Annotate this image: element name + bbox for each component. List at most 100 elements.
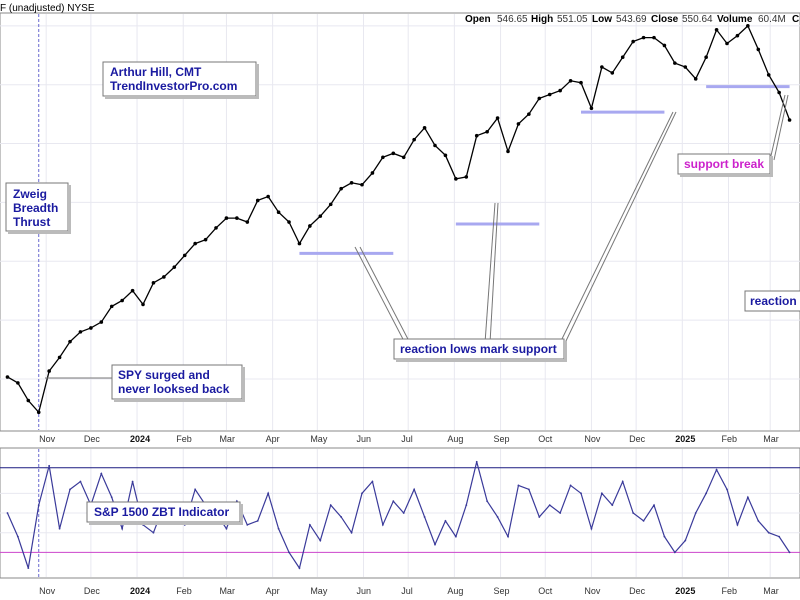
price-point bbox=[537, 96, 542, 101]
indicator-point bbox=[444, 519, 447, 522]
pointer-reaction-2 bbox=[484, 202, 496, 344]
price-point bbox=[516, 122, 521, 126]
indicator-point bbox=[726, 488, 728, 491]
price-point bbox=[474, 133, 479, 138]
reaction-cut-box: reaction bbox=[744, 290, 800, 312]
chart-header: F (unadjusted) NYSE Open 546.65 High 551… bbox=[0, 3, 799, 25]
indicator-point bbox=[402, 512, 405, 514]
price-point bbox=[495, 116, 500, 120]
indicator-point bbox=[288, 551, 290, 554]
price-point bbox=[26, 398, 31, 403]
indicator-point bbox=[527, 488, 530, 491]
price-point bbox=[89, 326, 93, 330]
indicator-point bbox=[621, 480, 624, 483]
x-tick-label: Nov bbox=[39, 434, 56, 444]
indicator-point bbox=[381, 523, 384, 526]
zweig-line-3: Thrust bbox=[13, 215, 50, 229]
price-point bbox=[57, 355, 62, 360]
price-point bbox=[693, 77, 698, 81]
price-point bbox=[193, 241, 197, 246]
price-point bbox=[99, 320, 104, 324]
x-tick-label: Jul bbox=[401, 586, 413, 596]
price-point bbox=[276, 210, 281, 215]
indicator-point bbox=[757, 519, 760, 522]
x-tick-label: Jul bbox=[401, 434, 413, 444]
x-tick-label: Feb bbox=[721, 586, 737, 596]
price-point bbox=[589, 106, 594, 111]
price-series bbox=[5, 24, 792, 415]
indicator-point bbox=[475, 460, 478, 463]
x-tick-label: Dec bbox=[629, 434, 646, 444]
x-tick-label: May bbox=[310, 434, 328, 444]
price-point bbox=[214, 226, 218, 230]
reaction-lows-label: reaction lows mark support bbox=[400, 342, 557, 356]
indicator-point bbox=[329, 504, 332, 507]
spy-line-1: SPY surged and bbox=[118, 368, 210, 382]
indicator-point bbox=[16, 535, 19, 538]
indicator-point bbox=[788, 551, 791, 554]
indicator-point bbox=[27, 567, 30, 570]
price-point bbox=[620, 55, 625, 60]
x-tick-label: Sep bbox=[494, 586, 510, 596]
zweig-line-2: Breadth bbox=[13, 201, 58, 215]
indicator-point bbox=[600, 492, 603, 495]
price-point bbox=[631, 39, 635, 44]
indicator-point bbox=[48, 464, 51, 467]
price-point bbox=[235, 216, 239, 220]
callout-pointers bbox=[45, 94, 789, 379]
indicator-point bbox=[663, 535, 666, 538]
spy-line-2: never looksed back bbox=[118, 382, 230, 396]
pointer-reaction-2b bbox=[489, 202, 499, 344]
close-label: Close bbox=[651, 14, 679, 25]
indicator-point bbox=[632, 512, 635, 514]
x-tick-label: Mar bbox=[763, 434, 779, 444]
price-point bbox=[433, 143, 437, 148]
pointer-reaction-3 bbox=[559, 111, 674, 344]
price-point bbox=[203, 237, 208, 242]
price-point bbox=[297, 241, 302, 246]
x-tick-label: Mar bbox=[219, 434, 235, 444]
indicator-point bbox=[507, 535, 509, 538]
price-point bbox=[391, 151, 396, 156]
indicator-point bbox=[100, 472, 103, 475]
price-point bbox=[182, 253, 187, 258]
indicator-x-axis: Nov Dec 2024 Feb Mar Apr May Jun Jul Aug Sep Oct Nov… bbox=[39, 586, 779, 596]
price-line bbox=[7, 24, 791, 414]
indicator-point bbox=[684, 539, 687, 542]
price-point bbox=[245, 220, 250, 224]
price-point bbox=[756, 47, 761, 52]
indicator-point bbox=[308, 523, 311, 526]
indicator-point bbox=[277, 527, 280, 530]
x-tick-label: Mar bbox=[763, 586, 779, 596]
x-tick-label: Apr bbox=[266, 586, 280, 596]
price-point bbox=[328, 202, 333, 207]
price-point bbox=[766, 73, 771, 77]
price-point bbox=[16, 381, 20, 385]
x-tick-label: Dec bbox=[84, 586, 101, 596]
indicator-point bbox=[548, 504, 551, 507]
indicator-point bbox=[538, 516, 541, 518]
x-tick-label: Oct bbox=[538, 586, 553, 596]
high-value: 551.05 bbox=[557, 14, 588, 25]
price-point bbox=[527, 112, 531, 116]
indicator-point bbox=[486, 500, 489, 503]
indicator-point bbox=[340, 516, 343, 518]
indicator-point bbox=[79, 480, 82, 483]
zweig-line-1: Zweig bbox=[13, 187, 47, 201]
pointer-reaction-1 bbox=[354, 246, 406, 344]
zweig-box: Zweig Breadth Thrust bbox=[5, 182, 71, 234]
author-site: TrendInvestorPro.com bbox=[110, 79, 237, 93]
price-point bbox=[600, 65, 604, 69]
price-point bbox=[443, 153, 448, 158]
price-point bbox=[349, 180, 354, 185]
indicator-point bbox=[705, 492, 708, 495]
price-point bbox=[141, 302, 145, 307]
x-tick-label: Nov bbox=[584, 586, 601, 596]
price-point bbox=[360, 182, 364, 187]
x-tick-label: Aug bbox=[447, 434, 463, 444]
indicator-point bbox=[580, 492, 582, 495]
pointer-support-break bbox=[769, 94, 786, 161]
indicator-point bbox=[413, 488, 416, 491]
price-point bbox=[287, 220, 291, 224]
header-trailing-letter: C bbox=[792, 14, 799, 25]
